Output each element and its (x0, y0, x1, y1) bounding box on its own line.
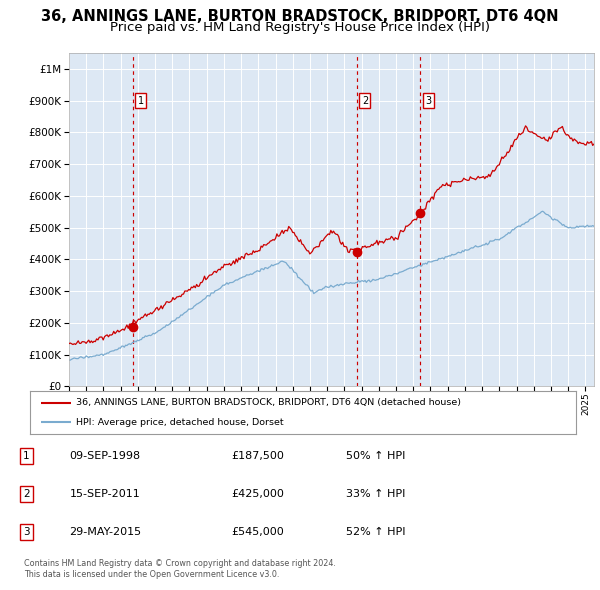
Text: £425,000: £425,000 (231, 489, 284, 499)
Text: 1: 1 (23, 451, 30, 461)
Text: 36, ANNINGS LANE, BURTON BRADSTOCK, BRIDPORT, DT6 4QN (detached house): 36, ANNINGS LANE, BURTON BRADSTOCK, BRID… (76, 398, 461, 407)
Text: Price paid vs. HM Land Registry's House Price Index (HPI): Price paid vs. HM Land Registry's House … (110, 21, 490, 34)
Text: 1: 1 (137, 96, 144, 106)
Text: 52% ↑ HPI: 52% ↑ HPI (346, 527, 406, 537)
Text: 2: 2 (362, 96, 368, 106)
Text: £545,000: £545,000 (231, 527, 284, 537)
Text: 50% ↑ HPI: 50% ↑ HPI (346, 451, 406, 461)
Text: 33% ↑ HPI: 33% ↑ HPI (346, 489, 406, 499)
Text: 2: 2 (23, 489, 30, 499)
Text: 09-SEP-1998: 09-SEP-1998 (70, 451, 141, 461)
Text: This data is licensed under the Open Government Licence v3.0.: This data is licensed under the Open Gov… (24, 570, 280, 579)
Text: 15-SEP-2011: 15-SEP-2011 (70, 489, 140, 499)
Text: 3: 3 (425, 96, 431, 106)
Text: £187,500: £187,500 (231, 451, 284, 461)
Text: HPI: Average price, detached house, Dorset: HPI: Average price, detached house, Dors… (76, 418, 284, 427)
Text: 36, ANNINGS LANE, BURTON BRADSTOCK, BRIDPORT, DT6 4QN: 36, ANNINGS LANE, BURTON BRADSTOCK, BRID… (41, 9, 559, 24)
Text: Contains HM Land Registry data © Crown copyright and database right 2024.: Contains HM Land Registry data © Crown c… (24, 559, 336, 568)
Text: 3: 3 (23, 527, 30, 537)
Text: 29-MAY-2015: 29-MAY-2015 (70, 527, 142, 537)
